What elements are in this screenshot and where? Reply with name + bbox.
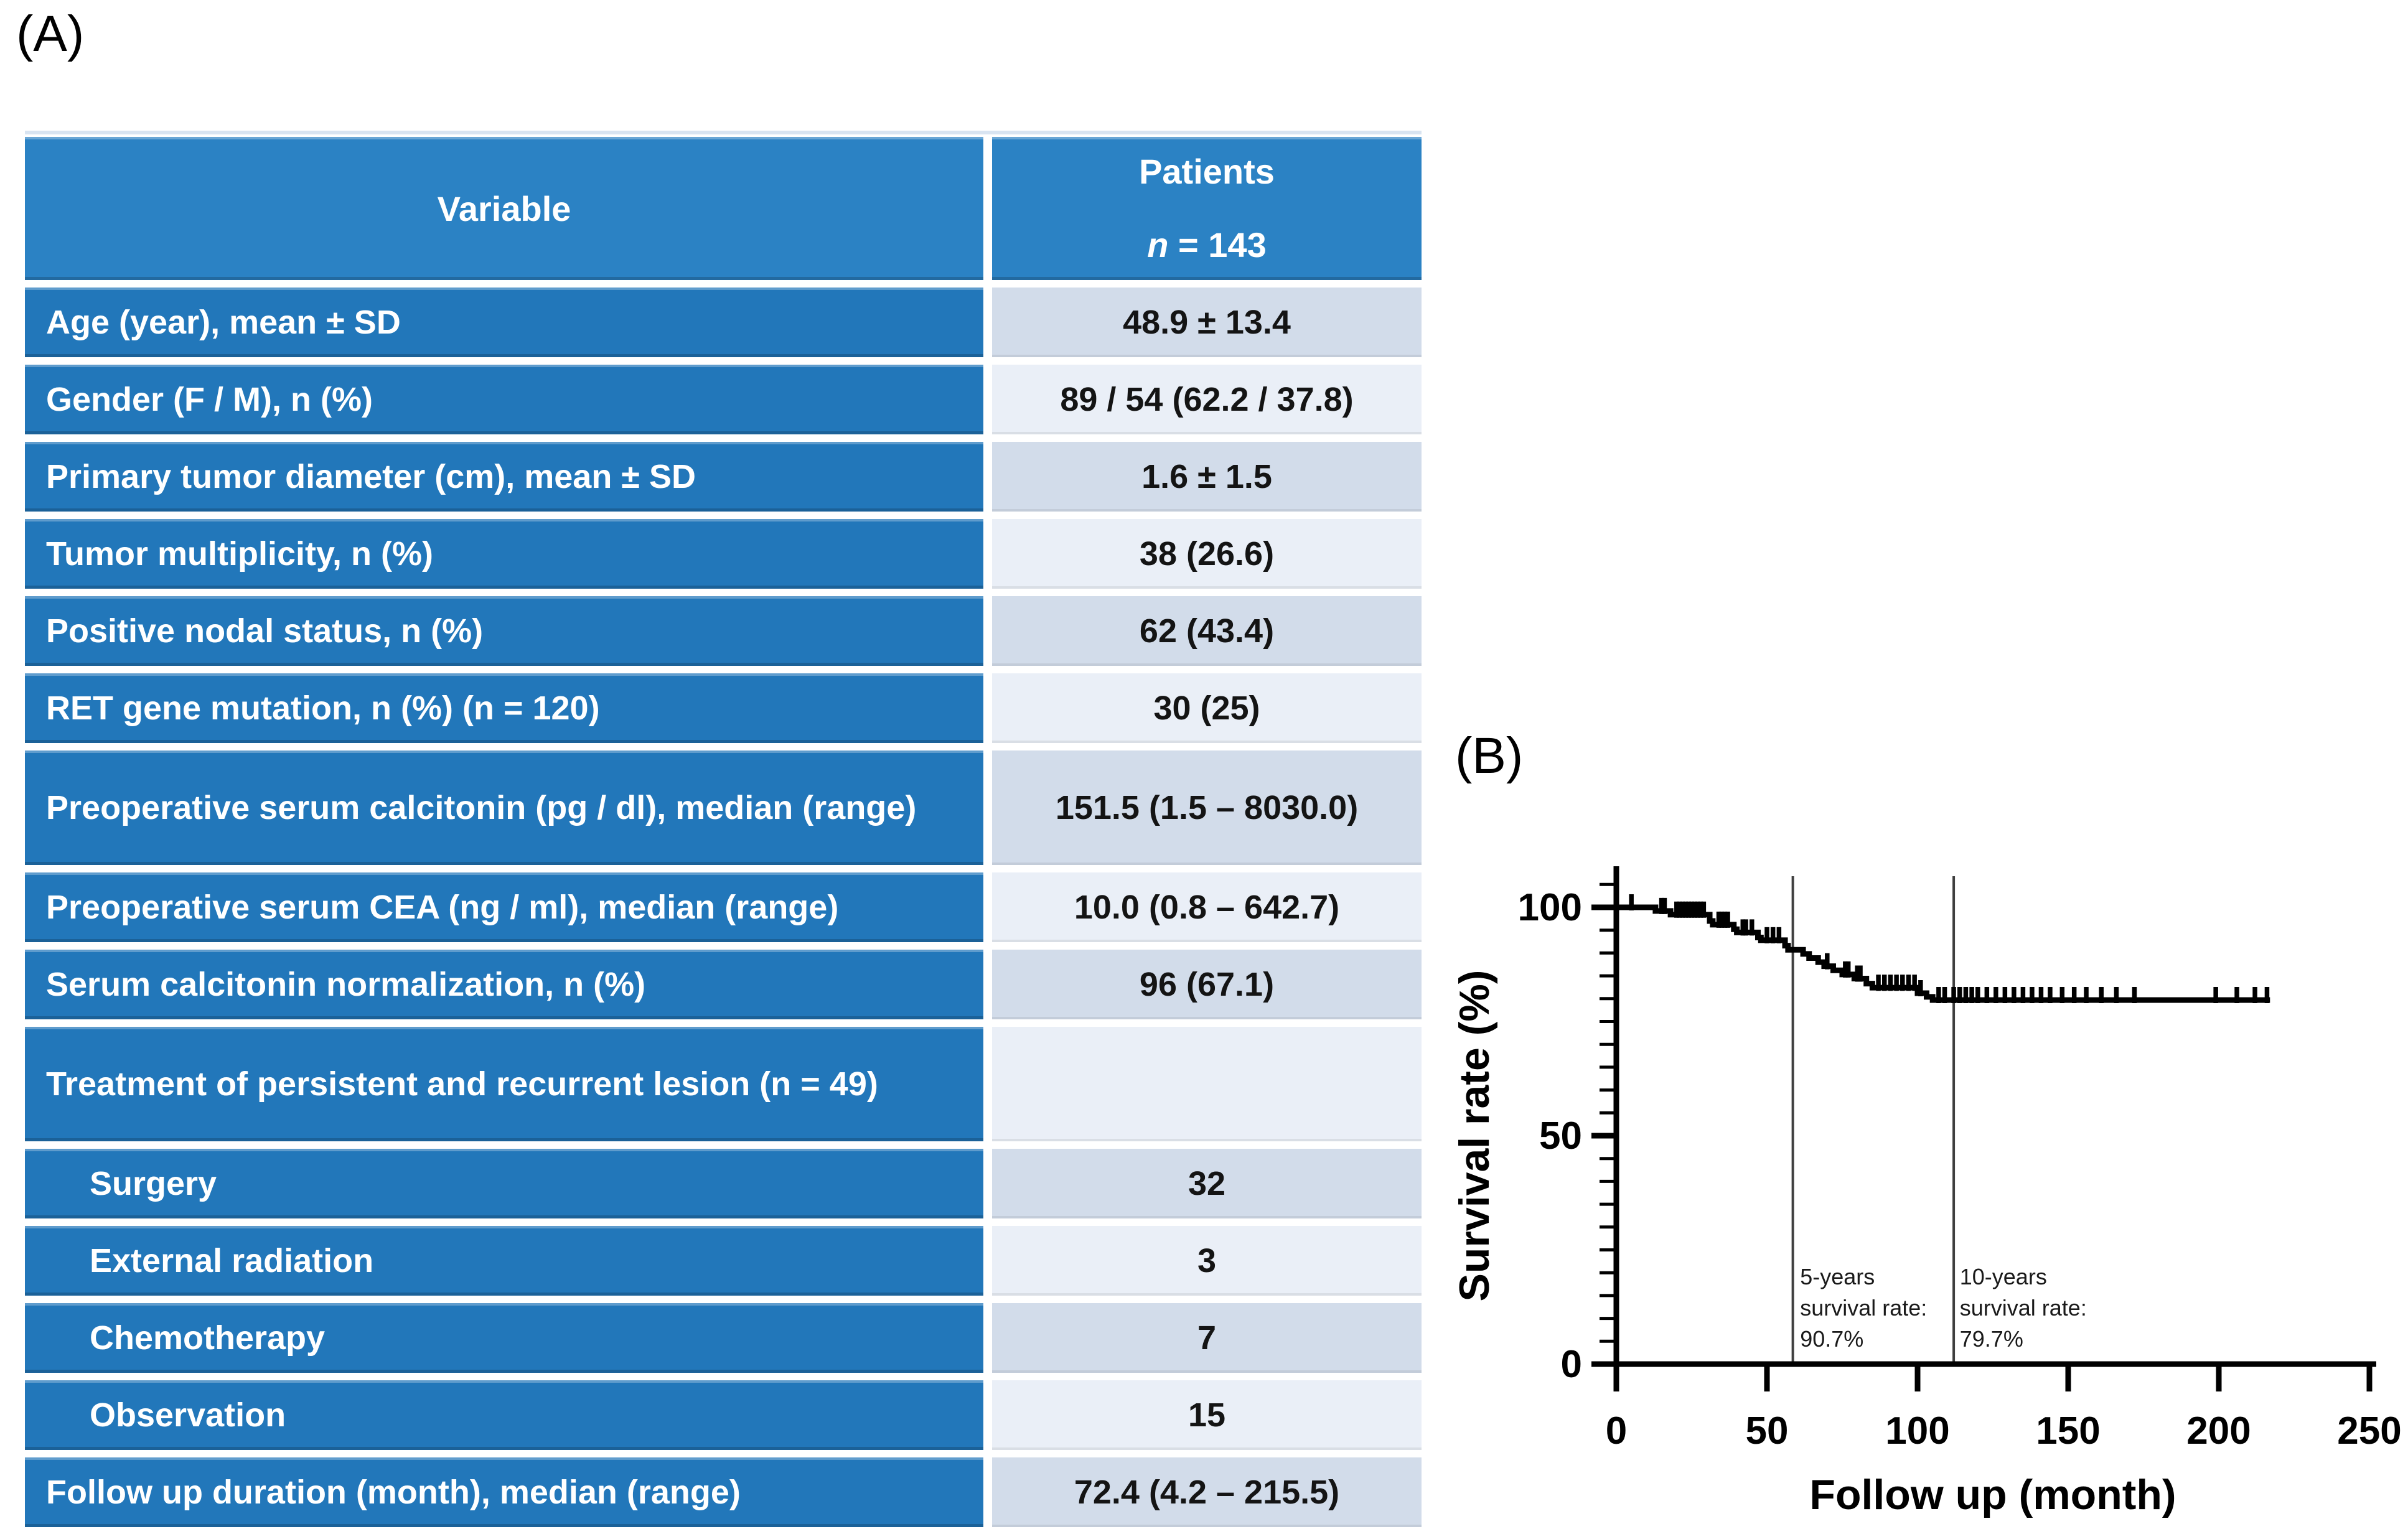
row-value: 32 [992, 1149, 1422, 1218]
patients-header-line1: Patients [1139, 152, 1275, 192]
row-value: 1.6 ± 1.5 [992, 442, 1422, 512]
row-value: 10.0 (0.8 – 642.7) [992, 872, 1422, 942]
annotation-line: 90.7% [1800, 1326, 1863, 1352]
table-row: Preoperative serum calcitonin (pg / dl),… [25, 750, 1422, 865]
annotation-line: survival rate: [1800, 1295, 1927, 1321]
row-value [992, 1027, 1422, 1141]
annotation-line: 5-years [1800, 1264, 1875, 1289]
row-label: Preoperative serum calcitonin (pg / dl),… [25, 750, 983, 865]
axes [1613, 866, 2376, 1367]
row-value: 30 (25) [992, 673, 1422, 743]
y-tick-label: 100 [1518, 886, 1582, 929]
table-row: Serum calcitonin normalization, n (%) 96… [25, 950, 1422, 1019]
table-row: RET gene mutation, n (%) (n = 120) 30 (2… [25, 673, 1422, 743]
x-tick-label: 250 [2337, 1410, 2401, 1452]
patients-header-n: n [1147, 225, 1169, 264]
patient-characteristics-table: Variable Patients n = 143 Age (year), me… [25, 131, 1422, 1527]
row-label: Gender (F / M), n (%) [25, 365, 983, 434]
row-label: Preoperative serum CEA (ng / ml), median… [25, 872, 983, 942]
table-row: Gender (F / M), n (%) 89 / 54 (62.2 / 37… [25, 365, 1422, 434]
column-header-variable: Variable [25, 137, 983, 280]
row-label: Primary tumor diameter (cm), mean ± SD [25, 442, 983, 512]
panel-a-label: (A) [16, 6, 85, 62]
y-axis-ticks: 0 50 100 [1518, 882, 1616, 1386]
table-row: Chemotherapy 7 [25, 1303, 1422, 1373]
table-row: Observation 15 [25, 1380, 1422, 1450]
annotation-line: 79.7% [1960, 1326, 2023, 1352]
table-row: External radiation 3 [25, 1226, 1422, 1296]
censor-ticks [1629, 894, 2270, 1004]
row-value: 7 [992, 1303, 1422, 1373]
table-row: Primary tumor diameter (cm), mean ± SD 1… [25, 442, 1422, 512]
row-label: Surgery [25, 1149, 983, 1218]
row-label: Age (year), mean ± SD [25, 288, 983, 357]
x-axis-ticks: 0 50 100 150 200 250 [1606, 1364, 2402, 1452]
row-label: Treatment of persistent and recurrent le… [25, 1027, 983, 1141]
km-curve [1616, 904, 2270, 1003]
row-label: Observation [25, 1380, 983, 1450]
row-value: 151.5 (1.5 – 8030.0) [992, 750, 1422, 865]
table-header-row: Variable Patients n = 143 [25, 137, 1422, 280]
row-label: Chemotherapy [25, 1303, 983, 1373]
row-value: 96 (67.1) [992, 950, 1422, 1019]
km-survival-chart: 0 50 100 0 50 100 150 200 250 Follow up (month) Su… [1450, 709, 2408, 1529]
row-label: Serum calcitonin normalization, n (%) [25, 950, 983, 1019]
ref-lines [1791, 876, 1956, 1363]
row-label: External radiation [25, 1226, 983, 1296]
row-value: 15 [992, 1380, 1422, 1450]
table-row: Tumor multiplicity, n (%) 38 (26.6) [25, 519, 1422, 589]
table-row: Treatment of persistent and recurrent le… [25, 1027, 1422, 1141]
column-header-patients: Patients n = 143 [992, 137, 1422, 280]
km-survival-svg: 0 50 100 0 50 100 150 200 250 Follow up (month) Su… [1451, 866, 2402, 1518]
x-tick-label: 150 [2036, 1410, 2100, 1452]
row-value: 72.4 (4.2 – 215.5) [992, 1457, 1422, 1527]
table-row: Age (year), mean ± SD 48.9 ± 13.4 [25, 288, 1422, 357]
x-tick-label: 100 [1885, 1410, 1949, 1452]
y-axis-title: Survival rate (%) [1451, 970, 1498, 1302]
row-value: 62 (43.4) [992, 596, 1422, 666]
row-label: Positive nodal status, n (%) [25, 596, 983, 666]
x-axis-title: Follow up (month) [1809, 1471, 2176, 1518]
row-label: RET gene mutation, n (%) (n = 120) [25, 673, 983, 743]
annotation-line: survival rate: [1960, 1295, 2087, 1321]
y-tick-label: 0 [1561, 1343, 1582, 1386]
annotation-5y: 5-years survival rate: 90.7% [1800, 1264, 1927, 1352]
row-label: Tumor multiplicity, n (%) [25, 519, 983, 589]
table-body: Age (year), mean ± SD 48.9 ± 13.4 Gender… [25, 288, 1422, 1527]
table-row: Preoperative serum CEA (ng / ml), median… [25, 872, 1422, 942]
row-label: Follow up duration (month), median (rang… [25, 1457, 983, 1527]
table-row: Follow up duration (month), median (rang… [25, 1457, 1422, 1527]
annotation-line: 10-years [1960, 1264, 2047, 1289]
x-tick-label: 0 [1606, 1410, 1627, 1452]
table-row: Positive nodal status, n (%) 62 (43.4) [25, 596, 1422, 666]
x-tick-label: 200 [2186, 1410, 2251, 1452]
row-value: 3 [992, 1226, 1422, 1296]
row-value: 48.9 ± 13.4 [992, 288, 1422, 357]
row-value: 38 (26.6) [992, 519, 1422, 589]
y-tick-label: 50 [1539, 1115, 1582, 1157]
patients-header-count: = 143 [1168, 225, 1267, 264]
row-value: 89 / 54 (62.2 / 37.8) [992, 365, 1422, 434]
table-row: Surgery 32 [25, 1149, 1422, 1218]
x-tick-label: 50 [1746, 1410, 1789, 1452]
annotation-10y: 10-years survival rate: 79.7% [1960, 1264, 2087, 1352]
panel-b-label: (B) [1455, 727, 1524, 784]
